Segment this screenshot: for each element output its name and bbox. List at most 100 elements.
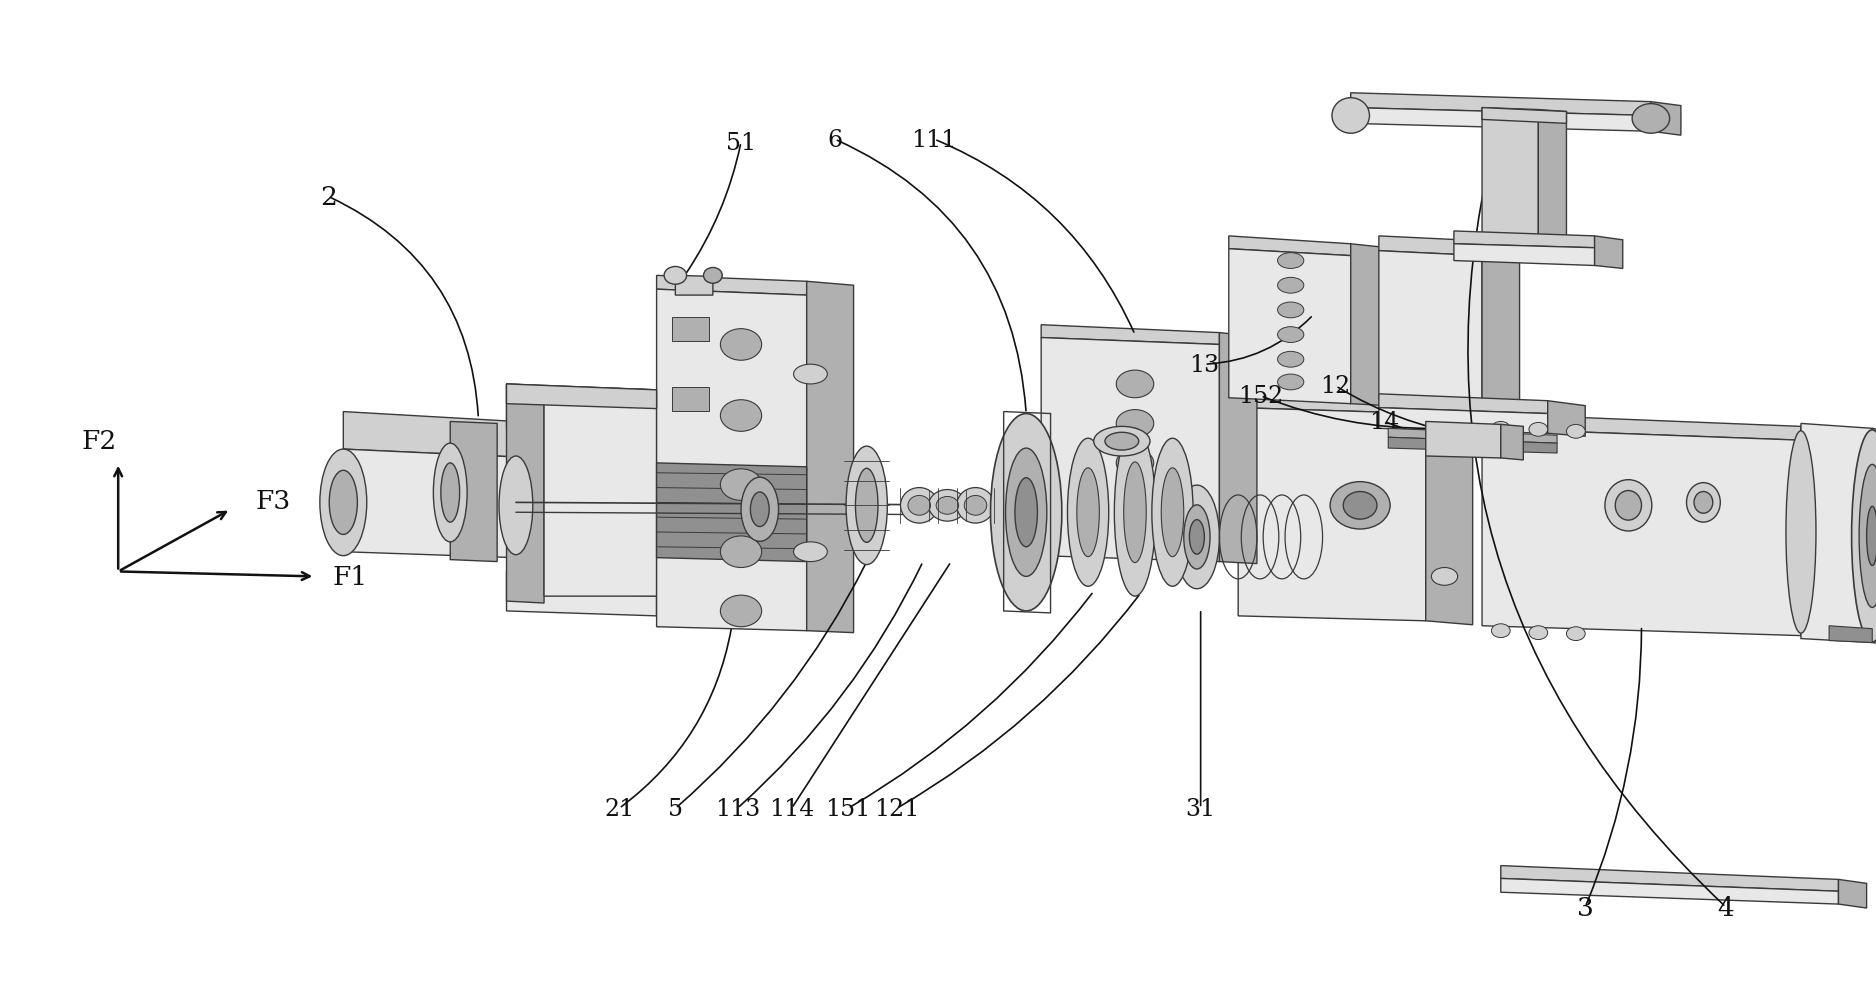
Text: 152: 152 xyxy=(1238,385,1283,408)
Polygon shape xyxy=(507,385,657,409)
Ellipse shape xyxy=(1859,465,1876,607)
Text: 151: 151 xyxy=(825,797,870,820)
Text: F1: F1 xyxy=(332,564,368,590)
Polygon shape xyxy=(1351,94,1651,116)
Polygon shape xyxy=(1482,108,1538,237)
Text: 6: 6 xyxy=(827,128,842,152)
Ellipse shape xyxy=(1189,521,1204,554)
Polygon shape xyxy=(1872,429,1876,647)
Polygon shape xyxy=(1595,237,1623,269)
Polygon shape xyxy=(1801,427,1848,641)
Text: 13: 13 xyxy=(1189,353,1219,377)
Ellipse shape xyxy=(1491,422,1510,436)
Ellipse shape xyxy=(1278,327,1304,343)
Ellipse shape xyxy=(1332,99,1369,134)
Text: 51: 51 xyxy=(726,131,756,155)
Ellipse shape xyxy=(1330,482,1390,529)
Polygon shape xyxy=(507,404,657,434)
Ellipse shape xyxy=(499,457,533,555)
Text: 2: 2 xyxy=(321,184,336,210)
Polygon shape xyxy=(1501,879,1838,904)
Polygon shape xyxy=(672,317,709,341)
Ellipse shape xyxy=(1094,427,1150,457)
Ellipse shape xyxy=(433,444,467,542)
Polygon shape xyxy=(1501,866,1838,891)
Ellipse shape xyxy=(1867,507,1876,566)
Ellipse shape xyxy=(1694,492,1713,514)
Polygon shape xyxy=(657,578,685,621)
Ellipse shape xyxy=(1116,489,1154,517)
Text: 4: 4 xyxy=(1718,894,1733,920)
Ellipse shape xyxy=(1615,491,1642,521)
Polygon shape xyxy=(675,276,713,296)
Text: 5: 5 xyxy=(668,797,683,820)
Polygon shape xyxy=(1482,108,1566,124)
Polygon shape xyxy=(672,387,709,411)
Polygon shape xyxy=(1041,325,1219,345)
Ellipse shape xyxy=(720,596,762,627)
Ellipse shape xyxy=(1114,429,1156,597)
Ellipse shape xyxy=(1529,626,1548,640)
Ellipse shape xyxy=(1491,624,1510,638)
Ellipse shape xyxy=(1431,568,1458,586)
Ellipse shape xyxy=(846,447,887,565)
Text: 113: 113 xyxy=(715,797,760,820)
Ellipse shape xyxy=(1124,462,1146,563)
Polygon shape xyxy=(1454,245,1595,266)
Ellipse shape xyxy=(1015,478,1037,547)
Text: 3: 3 xyxy=(1578,894,1593,920)
Ellipse shape xyxy=(319,450,366,556)
Polygon shape xyxy=(1229,249,1351,404)
Ellipse shape xyxy=(704,268,722,284)
Ellipse shape xyxy=(1184,505,1210,569)
Polygon shape xyxy=(1538,110,1566,239)
Ellipse shape xyxy=(1343,492,1377,520)
Polygon shape xyxy=(1426,401,1473,625)
Polygon shape xyxy=(343,412,516,458)
Polygon shape xyxy=(507,592,657,616)
Polygon shape xyxy=(1801,424,1872,643)
Ellipse shape xyxy=(330,471,356,534)
Polygon shape xyxy=(1238,408,1426,621)
Polygon shape xyxy=(1379,251,1482,404)
Polygon shape xyxy=(1801,427,1848,641)
Polygon shape xyxy=(1351,245,1388,406)
Ellipse shape xyxy=(720,469,762,501)
Ellipse shape xyxy=(1278,253,1304,269)
Polygon shape xyxy=(1426,422,1501,458)
Polygon shape xyxy=(1229,237,1351,256)
Polygon shape xyxy=(1651,103,1681,136)
Polygon shape xyxy=(1379,408,1548,434)
Ellipse shape xyxy=(750,493,769,527)
Polygon shape xyxy=(657,290,807,631)
Polygon shape xyxy=(657,390,685,439)
Text: 12: 12 xyxy=(1321,375,1351,398)
Polygon shape xyxy=(507,572,657,597)
Polygon shape xyxy=(657,463,807,562)
Ellipse shape xyxy=(1174,485,1219,590)
Ellipse shape xyxy=(1116,450,1154,477)
Polygon shape xyxy=(1482,414,1801,441)
Ellipse shape xyxy=(929,490,966,522)
Ellipse shape xyxy=(1632,105,1670,134)
Ellipse shape xyxy=(936,497,959,515)
Polygon shape xyxy=(1351,108,1651,132)
Polygon shape xyxy=(544,387,657,597)
Polygon shape xyxy=(1219,333,1257,564)
Ellipse shape xyxy=(1278,375,1304,390)
Ellipse shape xyxy=(1687,483,1720,523)
Ellipse shape xyxy=(964,496,987,516)
Ellipse shape xyxy=(1529,423,1548,437)
Polygon shape xyxy=(1388,438,1557,454)
Ellipse shape xyxy=(1604,480,1651,531)
Ellipse shape xyxy=(1566,627,1585,641)
Ellipse shape xyxy=(1067,439,1109,587)
Polygon shape xyxy=(1379,394,1548,414)
Polygon shape xyxy=(1388,429,1557,444)
Ellipse shape xyxy=(720,400,762,432)
Text: 14: 14 xyxy=(1369,410,1399,434)
Ellipse shape xyxy=(1786,432,1816,633)
Ellipse shape xyxy=(664,267,687,285)
Polygon shape xyxy=(1548,401,1585,437)
Text: 31: 31 xyxy=(1186,797,1216,820)
